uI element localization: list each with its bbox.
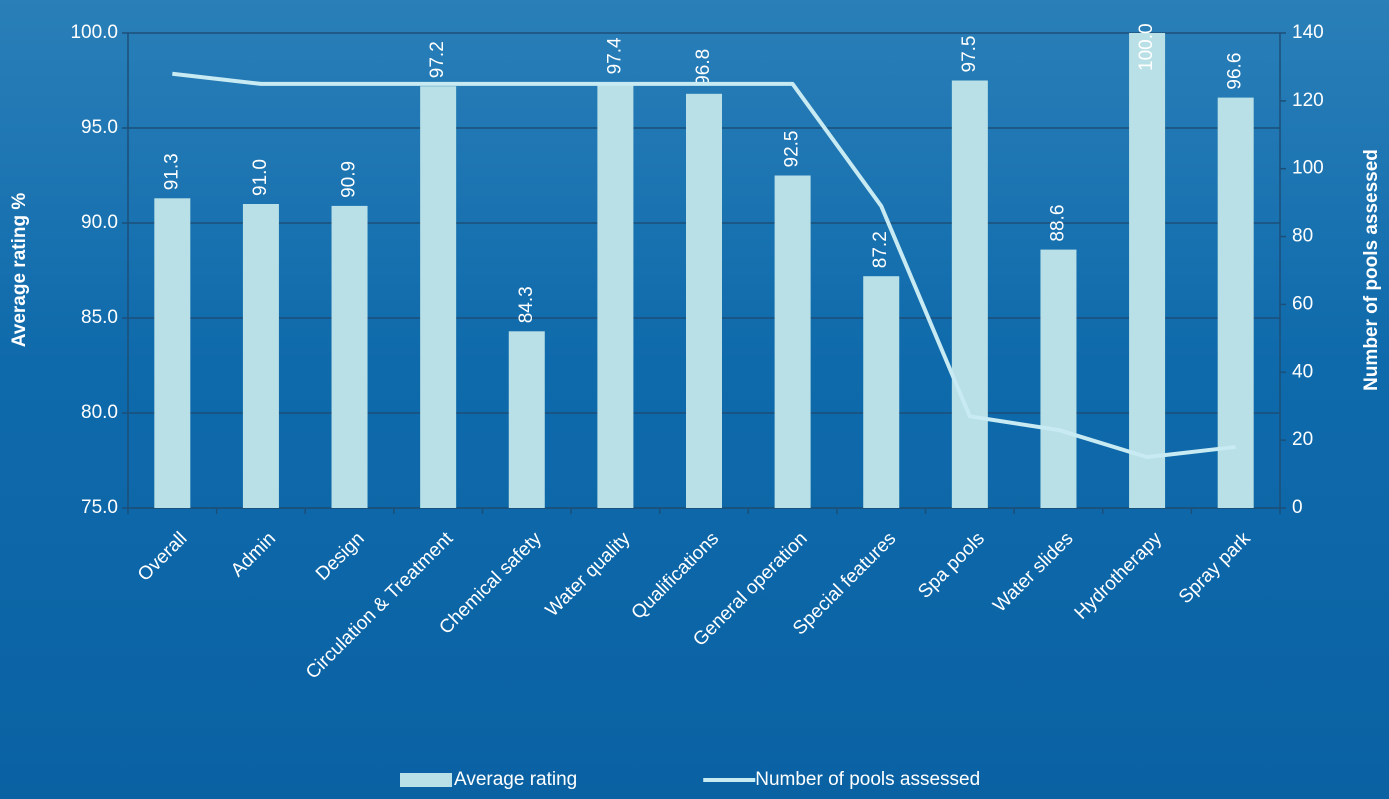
line (172, 71, 1236, 460)
value-label: 100.0 (1136, 23, 1157, 71)
legend-swatch (400, 773, 452, 787)
y-tick-label: 90.0 (81, 212, 118, 233)
x-tick-label: Qualifications (628, 528, 724, 624)
y-tick-label: 75.0 (81, 497, 118, 518)
x-tick-label: Circulation & Treatment (302, 528, 458, 684)
value-label: 96.6 (1225, 53, 1246, 90)
y-axis-title: Average rating % (9, 193, 30, 348)
value-label: 91.0 (250, 159, 271, 196)
x-tick-label: Design (312, 528, 369, 585)
bar (686, 93, 722, 509)
value-label: 84.3 (516, 286, 537, 323)
x-tick-label: Water quality (542, 528, 635, 621)
bar (154, 198, 191, 509)
value-label: 92.5 (782, 131, 803, 168)
y2-tick-label: 0 (1292, 497, 1303, 518)
bar (242, 204, 279, 508)
bar (774, 175, 811, 508)
bar (1217, 97, 1254, 508)
y-tick-label: 100.0 (70, 22, 118, 43)
value-label: 97.5 (959, 36, 980, 73)
y2-tick-label: 100 (1292, 158, 1324, 179)
bar (1040, 249, 1077, 508)
x-tick-label: Water slides (989, 528, 1077, 616)
y-tick-label: 85.0 (81, 307, 118, 328)
value-label: 91.3 (161, 153, 182, 190)
x-tick-label: Spa pools (914, 528, 989, 603)
y2-tick-label: 20 (1292, 429, 1313, 450)
bar (597, 82, 634, 509)
x-tick-label: Overall (134, 528, 191, 585)
x-tick-label: Hydrotherapy (1071, 528, 1167, 624)
y2-tick-label: 60 (1292, 293, 1313, 314)
y2-tick-label: 40 (1292, 361, 1313, 382)
legend-label: Number of pools assessed (755, 769, 980, 790)
x-tick-label: Spray park (1175, 528, 1255, 608)
bar (863, 276, 900, 508)
y-tick-label: 95.0 (81, 117, 118, 138)
y2-tick-label: 140 (1292, 22, 1324, 43)
y2-axis-title: Number of pools assessed (1361, 149, 1382, 391)
bar (508, 331, 545, 508)
value-label: 87.2 (870, 231, 891, 268)
y2-tick-label: 120 (1292, 90, 1324, 111)
bar (420, 86, 457, 508)
bar (1129, 33, 1166, 508)
bar (951, 80, 988, 508)
value-label: 97.2 (427, 41, 448, 78)
x-tick-label: Admin (227, 528, 280, 581)
y2-tick-label: 80 (1292, 226, 1313, 247)
legend-label: Average rating (454, 769, 577, 790)
value-label: 90.9 (339, 161, 360, 198)
value-label: 96.8 (693, 49, 714, 86)
bar (331, 205, 368, 508)
y-tick-label: 80.0 (81, 402, 118, 423)
value-label: 88.6 (1047, 205, 1068, 242)
value-label: 97.4 (604, 37, 625, 74)
